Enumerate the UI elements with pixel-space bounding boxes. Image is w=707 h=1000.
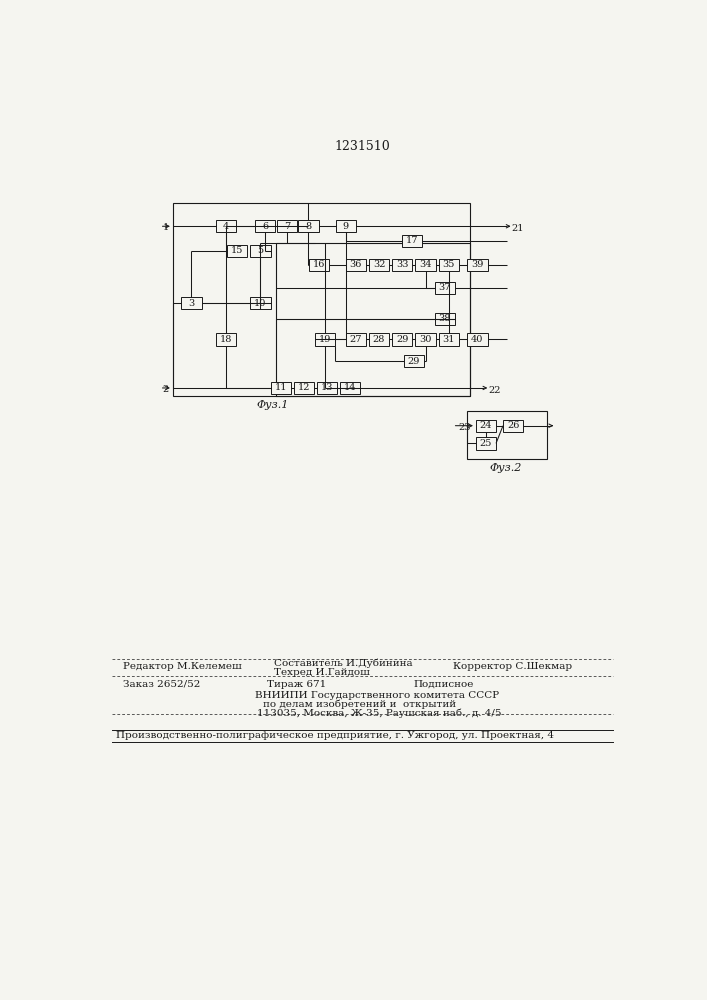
FancyBboxPatch shape	[293, 382, 314, 394]
Text: 2: 2	[163, 385, 169, 394]
Text: Подписное: Подписное	[414, 680, 474, 689]
Text: 113035, Москва, Ж-35, Раушская наб., д. 4/5: 113035, Москва, Ж-35, Раушская наб., д. …	[257, 709, 502, 718]
Text: Производственно-полиграфическое предприятие, г. Ужгород, ул. Проектная, 4: Производственно-полиграфическое предприя…	[115, 732, 554, 740]
Text: Корректор С.Шекмар: Корректор С.Шекмар	[452, 662, 572, 671]
Text: 17: 17	[406, 236, 419, 245]
Text: Составитель И.Дубинина: Составитель И.Дубинина	[274, 659, 413, 668]
Text: 3: 3	[188, 299, 194, 308]
Text: 13: 13	[321, 383, 333, 392]
FancyBboxPatch shape	[476, 420, 496, 432]
FancyBboxPatch shape	[315, 333, 335, 346]
Text: ВНИИПИ Государственного комитета СССР: ВНИИПИ Государственного комитета СССР	[255, 691, 499, 700]
Bar	[173, 203, 469, 396]
Text: 29: 29	[408, 357, 420, 366]
Text: 32: 32	[373, 260, 385, 269]
Text: 28: 28	[373, 335, 385, 344]
Text: 19: 19	[319, 335, 331, 344]
Text: 23: 23	[459, 423, 472, 432]
Text: 33: 33	[396, 260, 409, 269]
FancyBboxPatch shape	[435, 282, 455, 294]
FancyBboxPatch shape	[402, 235, 422, 247]
FancyBboxPatch shape	[369, 259, 389, 271]
Text: 40: 40	[472, 335, 484, 344]
Text: 30: 30	[419, 335, 432, 344]
Text: 24: 24	[480, 421, 492, 430]
Text: 8: 8	[305, 222, 312, 231]
Text: Φуз.1: Φуз.1	[257, 400, 289, 410]
FancyBboxPatch shape	[438, 333, 459, 346]
FancyBboxPatch shape	[276, 220, 297, 232]
FancyBboxPatch shape	[216, 220, 236, 232]
Text: Заказ 2652/52: Заказ 2652/52	[123, 680, 201, 689]
Text: 31: 31	[443, 335, 455, 344]
FancyBboxPatch shape	[250, 245, 271, 257]
Text: 25: 25	[480, 439, 492, 448]
FancyBboxPatch shape	[369, 333, 389, 346]
Text: 12: 12	[298, 383, 310, 392]
Text: 27: 27	[349, 335, 362, 344]
FancyBboxPatch shape	[250, 297, 271, 309]
Text: по делам изобретений и  открытий: по делам изобретений и открытий	[263, 700, 456, 709]
FancyBboxPatch shape	[416, 333, 436, 346]
FancyBboxPatch shape	[404, 355, 424, 367]
FancyBboxPatch shape	[392, 259, 412, 271]
Text: 22: 22	[489, 386, 501, 395]
Text: 16: 16	[313, 260, 325, 269]
Text: 1231510: 1231510	[334, 140, 390, 153]
FancyBboxPatch shape	[182, 297, 201, 309]
Text: 29: 29	[396, 335, 409, 344]
Text: 6: 6	[262, 222, 268, 231]
FancyBboxPatch shape	[416, 259, 436, 271]
Text: Редактор М.Келемеш: Редактор М.Келемеш	[123, 662, 242, 671]
FancyBboxPatch shape	[467, 333, 488, 346]
Text: 15: 15	[231, 246, 243, 255]
Text: 18: 18	[220, 335, 233, 344]
Text: 10: 10	[255, 299, 267, 308]
Text: 37: 37	[438, 283, 451, 292]
Text: 34: 34	[419, 260, 432, 269]
Text: 4: 4	[223, 222, 230, 231]
FancyBboxPatch shape	[271, 382, 291, 394]
FancyBboxPatch shape	[438, 259, 459, 271]
Text: 11: 11	[274, 383, 287, 392]
Text: 1: 1	[163, 223, 169, 232]
FancyBboxPatch shape	[346, 259, 366, 271]
Text: 35: 35	[443, 260, 455, 269]
FancyBboxPatch shape	[317, 382, 337, 394]
Text: 38: 38	[438, 314, 451, 323]
FancyBboxPatch shape	[476, 437, 496, 450]
Text: 36: 36	[349, 260, 362, 269]
FancyBboxPatch shape	[435, 312, 455, 325]
Text: 7: 7	[284, 222, 290, 231]
FancyBboxPatch shape	[392, 333, 412, 346]
Text: Техред И.Гайдош: Техред И.Гайдош	[274, 668, 370, 677]
FancyBboxPatch shape	[340, 382, 361, 394]
FancyBboxPatch shape	[336, 220, 356, 232]
Text: 14: 14	[344, 383, 356, 392]
FancyBboxPatch shape	[503, 420, 523, 432]
Text: 9: 9	[343, 222, 349, 231]
Text: Φуз.2: Φуз.2	[489, 463, 522, 473]
Text: 39: 39	[472, 260, 484, 269]
FancyBboxPatch shape	[216, 333, 236, 346]
FancyBboxPatch shape	[227, 245, 247, 257]
Text: Тираж 671: Тираж 671	[267, 680, 326, 689]
FancyBboxPatch shape	[309, 259, 329, 271]
Text: 26: 26	[507, 421, 519, 430]
FancyBboxPatch shape	[346, 333, 366, 346]
Bar	[276, 243, 469, 396]
Bar	[467, 411, 547, 459]
FancyBboxPatch shape	[298, 220, 319, 232]
Text: 5: 5	[257, 246, 264, 255]
Text: 21: 21	[512, 224, 524, 233]
FancyBboxPatch shape	[255, 220, 275, 232]
FancyBboxPatch shape	[467, 259, 488, 271]
